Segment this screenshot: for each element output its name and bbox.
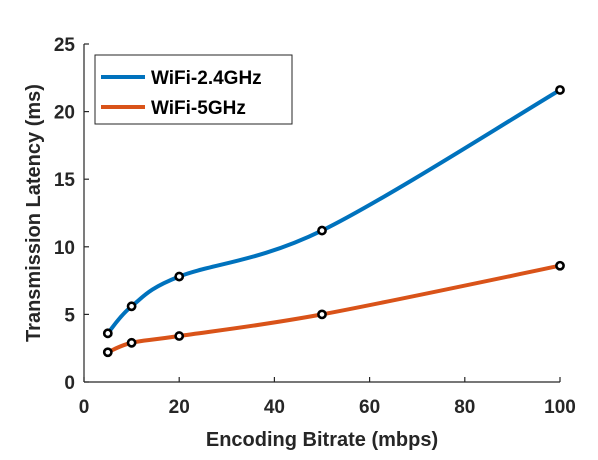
series-1-point (126, 301, 137, 312)
x-axis-label: Encoding Bitrate (mbps) (206, 429, 438, 451)
series-layer (102, 85, 565, 358)
axes (83, 44, 560, 383)
x-tick-label: 60 (359, 397, 380, 418)
series-1-point (317, 225, 327, 236)
y-tick-label: 5 (64, 305, 75, 326)
y-tick-label: 25 (54, 35, 76, 56)
x-tick-label: 80 (454, 397, 475, 418)
y-tick-label: 20 (54, 103, 75, 124)
series-2-point (555, 260, 565, 271)
x-tick-label: 40 (264, 397, 285, 418)
x-tick-label: 0 (79, 397, 90, 418)
y-tick-label: 10 (54, 238, 75, 259)
series-2-point (317, 309, 327, 320)
series-1-point (555, 85, 565, 95)
legend-box (94, 54, 293, 125)
y-ticks: 0 5 10 15 20 25 (54, 35, 89, 394)
series-2-point (126, 337, 137, 348)
series-1-point (102, 328, 113, 339)
y-axis-label: Transmission Latency (ms) (23, 84, 45, 342)
series-line-1 (105, 87, 562, 336)
series-2-point (174, 331, 185, 341)
legend-label-2: WiFi-5GHz (151, 98, 246, 119)
legend: WiFi-2.4GHz WiFi-5GHz (94, 54, 293, 125)
x-tick-label: 100 (544, 397, 576, 418)
legend-label-1: WiFi-2.4GHz (151, 68, 262, 89)
x-ticks: 0 20 40 60 80 100 (79, 377, 576, 418)
y-tick-label: 0 (64, 373, 75, 394)
series-2-point (102, 347, 113, 358)
x-tick-label: 20 (169, 397, 190, 418)
y-tick-label: 15 (54, 170, 76, 191)
series-1-point (174, 271, 185, 282)
